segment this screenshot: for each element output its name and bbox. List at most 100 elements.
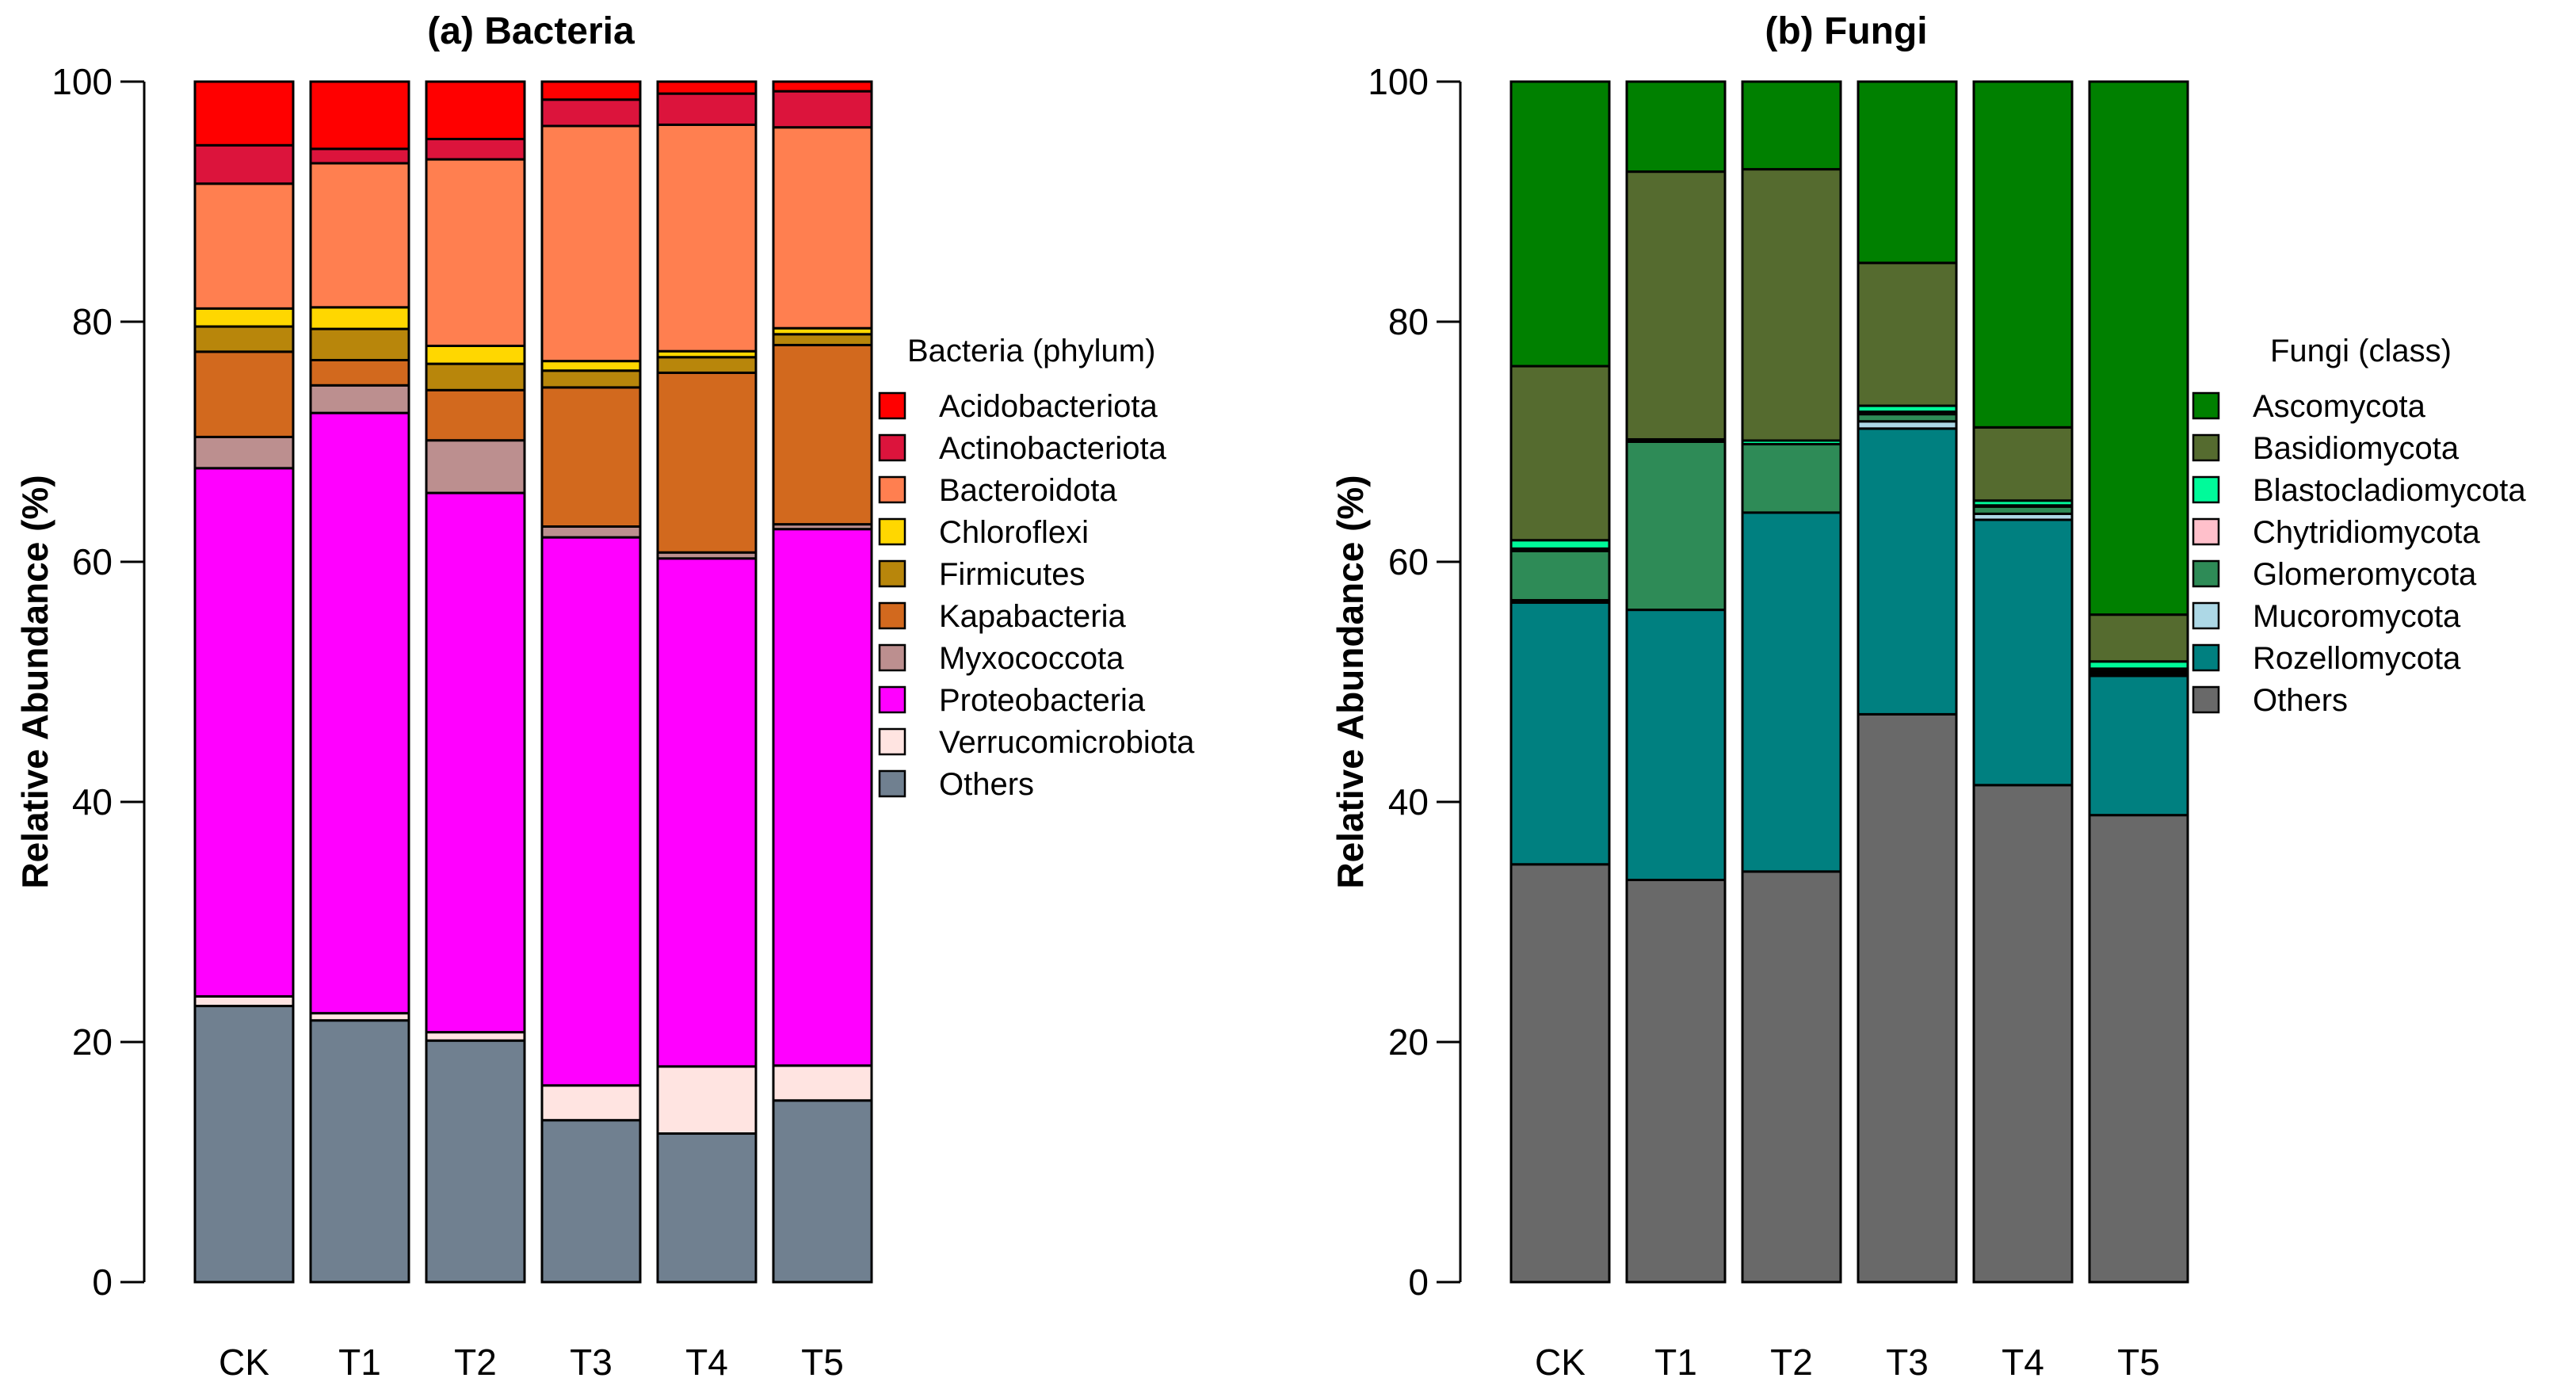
bacteria-segment-proteobacteria-t4 [656, 557, 758, 1068]
fungi-y-tick-label: 60 [1388, 541, 1429, 582]
bacteria-legend-swatch-actinobacteriota [878, 433, 906, 462]
fungi-segment-rozellomycota-t1 [1625, 609, 1727, 881]
fungi-legend-swatch-rozellomycota [2192, 643, 2220, 672]
bacteria-segment-verrucomicrobiota-ck [193, 994, 295, 1008]
fungi-legend-title: Fungi (class) [2270, 334, 2452, 368]
bacteria-segment-verrucomicrobiota-t4 [656, 1065, 758, 1136]
fungi-segment-ascomycota-t4 [1972, 80, 2074, 429]
fungi-x-tick-label-t2: T2 [1770, 1342, 1813, 1383]
bacteria-legend-label-bacteroidota: Bacteroidota [939, 473, 1117, 508]
fungi-segment-ascomycota-t5 [2088, 80, 2189, 616]
bacteria-segment-acidobacteriota-t1 [309, 80, 410, 151]
fungi-legend-swatch-basidiomycota [2192, 433, 2220, 462]
bacteria-bar-t3 [540, 80, 642, 1284]
bacteria-segment-chloroflexi-t2 [425, 344, 526, 365]
bacteria-legend-swatch-firmicutes [878, 559, 906, 588]
bacteria-legend-swatch-proteobacteria [878, 685, 906, 714]
bacteria-segment-bacteroidota-t5 [772, 126, 873, 330]
bacteria-segment-kapabacteria-t5 [772, 343, 873, 526]
fungi-legend-label-chytridiomycota: Chytridiomycota [2253, 515, 2481, 550]
bacteria-segment-verrucomicrobiota-t3 [540, 1084, 642, 1122]
panel-bacteria: (a) Bacteria Relative Abundance (%) 0 20 40 6… [14, 10, 1195, 1383]
bacteria-segment-kapabacteria-t1 [309, 358, 410, 387]
fungi-segment-others-t5 [2088, 814, 2189, 1284]
fungi-segment-rozellomycota-ck [1509, 601, 1611, 866]
fungi-legend-label-mucoromycota: Mucoromycota [2253, 599, 2461, 634]
bacteria-segment-bacteroidota-t4 [656, 123, 758, 353]
bacteria-segment-acidobacteriota-t5 [772, 80, 873, 93]
fungi-segment-glomeromycota-t1 [1625, 441, 1727, 612]
bacteria-segment-myxococcota-ck [193, 435, 295, 470]
fungi-y-tick-label: 40 [1388, 781, 1429, 823]
bacteria-segment-firmicutes-t5 [772, 333, 873, 346]
fungi-legend-label-ascomycota: Ascomycota [2253, 389, 2426, 424]
fungi-x-tick-label-t1: T1 [1654, 1342, 1697, 1383]
bacteria-segment-actinobacteriota-t1 [309, 147, 410, 165]
bacteria-segment-verrucomicrobiota-t5 [772, 1064, 873, 1102]
bacteria-segment-actinobacteriota-ck [193, 143, 295, 185]
fungi-x-tick-label-t3: T3 [1886, 1342, 1929, 1383]
fungi-segment-others-t4 [1972, 784, 2074, 1284]
fungi-legend-label-blastocladiomycota: Blastocladiomycota [2253, 473, 2526, 508]
bacteria-segment-proteobacteria-ck [193, 467, 295, 998]
bacteria-bar-ck [193, 80, 295, 1284]
bacteria-y-tick-label: 0 [92, 1261, 113, 1303]
bacteria-bar-t2 [425, 80, 526, 1284]
bacteria-segment-firmicutes-t3 [540, 369, 642, 389]
bacteria-x-tick-label-t4: T4 [685, 1342, 728, 1383]
fungi-y-tick-label: 0 [1408, 1261, 1429, 1303]
bacteria-y-tick-label: 80 [72, 301, 113, 342]
bacteria-x-tick-label-t2: T2 [454, 1342, 497, 1383]
fungi-segment-basidiomycota-t3 [1857, 261, 1958, 407]
fungi-bar-t4 [1972, 80, 2074, 1284]
bacteria-segment-acidobacteriota-t2 [425, 80, 526, 140]
fungi-segment-rozellomycota-t2 [1741, 511, 1842, 873]
fungi-legend: Fungi (class) Ascomycota Basidiomycota Blas… [2192, 334, 2526, 718]
fungi-bar-t5 [2088, 80, 2189, 1284]
bacteria-segment-firmicutes-t4 [656, 356, 758, 374]
bacteria-legend-label-myxococcota: Myxococcota [939, 641, 1124, 676]
bacteria-segment-myxococcota-t3 [540, 525, 642, 539]
fungi-legend-label-glomeromycota: Glomeromycota [2253, 557, 2477, 592]
fungi-segment-rozellomycota-t4 [1972, 518, 2074, 787]
bacteria-legend-swatch-bacteroidota [878, 475, 906, 504]
bacteria-legend-swatch-kapabacteria [878, 601, 906, 630]
bacteria-legend-swatch-verrucomicrobiota [878, 727, 906, 756]
bacteria-legend-label-kapabacteria: Kapabacteria [939, 599, 1126, 634]
fungi-legend-swatch-mucoromycota [2192, 601, 2220, 630]
bacteria-bar-t5 [772, 80, 873, 1284]
bacteria-segment-others-t2 [425, 1039, 526, 1284]
fungi-legend-swatch-ascomycota [2192, 391, 2220, 420]
fungi-legend-label-basidiomycota: Basidiomycota [2253, 431, 2460, 466]
bacteria-legend-label-actinobacteriota: Actinobacteriota [939, 431, 1167, 466]
bacteria-segment-actinobacteriota-t4 [656, 92, 758, 126]
fungi-y-tick-label: 80 [1388, 301, 1429, 342]
bacteria-legend-label-proteobacteria: Proteobacteria [939, 683, 1146, 718]
bacteria-segment-chloroflexi-ck [193, 307, 295, 328]
fungi-bar-t3 [1857, 80, 1958, 1284]
fungi-x-tick-label-t5: T5 [2117, 1342, 2160, 1383]
fungi-legend-swatch-blastocladiomycota [2192, 475, 2220, 504]
bacteria-segment-proteobacteria-t3 [540, 536, 642, 1087]
fungi-y-axis-label: Relative Abundance (%) [1330, 475, 1371, 888]
fungi-bar-t1 [1625, 80, 1727, 1284]
bacteria-segment-others-t4 [656, 1132, 758, 1284]
fungi-bar-t2 [1741, 80, 1842, 1284]
fungi-legend-swatch-chytridiomycota [2192, 517, 2220, 546]
fungi-segment-ascomycota-t1 [1625, 80, 1727, 174]
fungi-legend-swatch-glomeromycota [2192, 559, 2220, 588]
bacteria-legend-label-chloroflexi: Chloroflexi [939, 515, 1089, 550]
fungi-legend-swatch-others [2192, 685, 2220, 714]
fungi-legend-label-rozellomycota: Rozellomycota [2253, 641, 2461, 676]
bacteria-y-tick-label: 100 [52, 61, 113, 102]
bacteria-segment-kapabacteria-ck [193, 350, 295, 438]
bacteria-segment-acidobacteriota-ck [193, 80, 295, 147]
bacteria-segment-verrucomicrobiota-t2 [425, 1031, 526, 1042]
bacteria-legend-label-acidobacteriota: Acidobacteriota [939, 389, 1158, 424]
bacteria-segment-others-t3 [540, 1119, 642, 1284]
bacteria-segment-kapabacteria-t4 [656, 371, 758, 554]
bacteria-x-tick-label-ck: CK [219, 1342, 269, 1383]
bacteria-legend-label-others: Others [939, 767, 1034, 802]
bacteria-segment-firmicutes-t2 [425, 362, 526, 391]
bacteria-segment-acidobacteriota-t4 [656, 80, 758, 95]
